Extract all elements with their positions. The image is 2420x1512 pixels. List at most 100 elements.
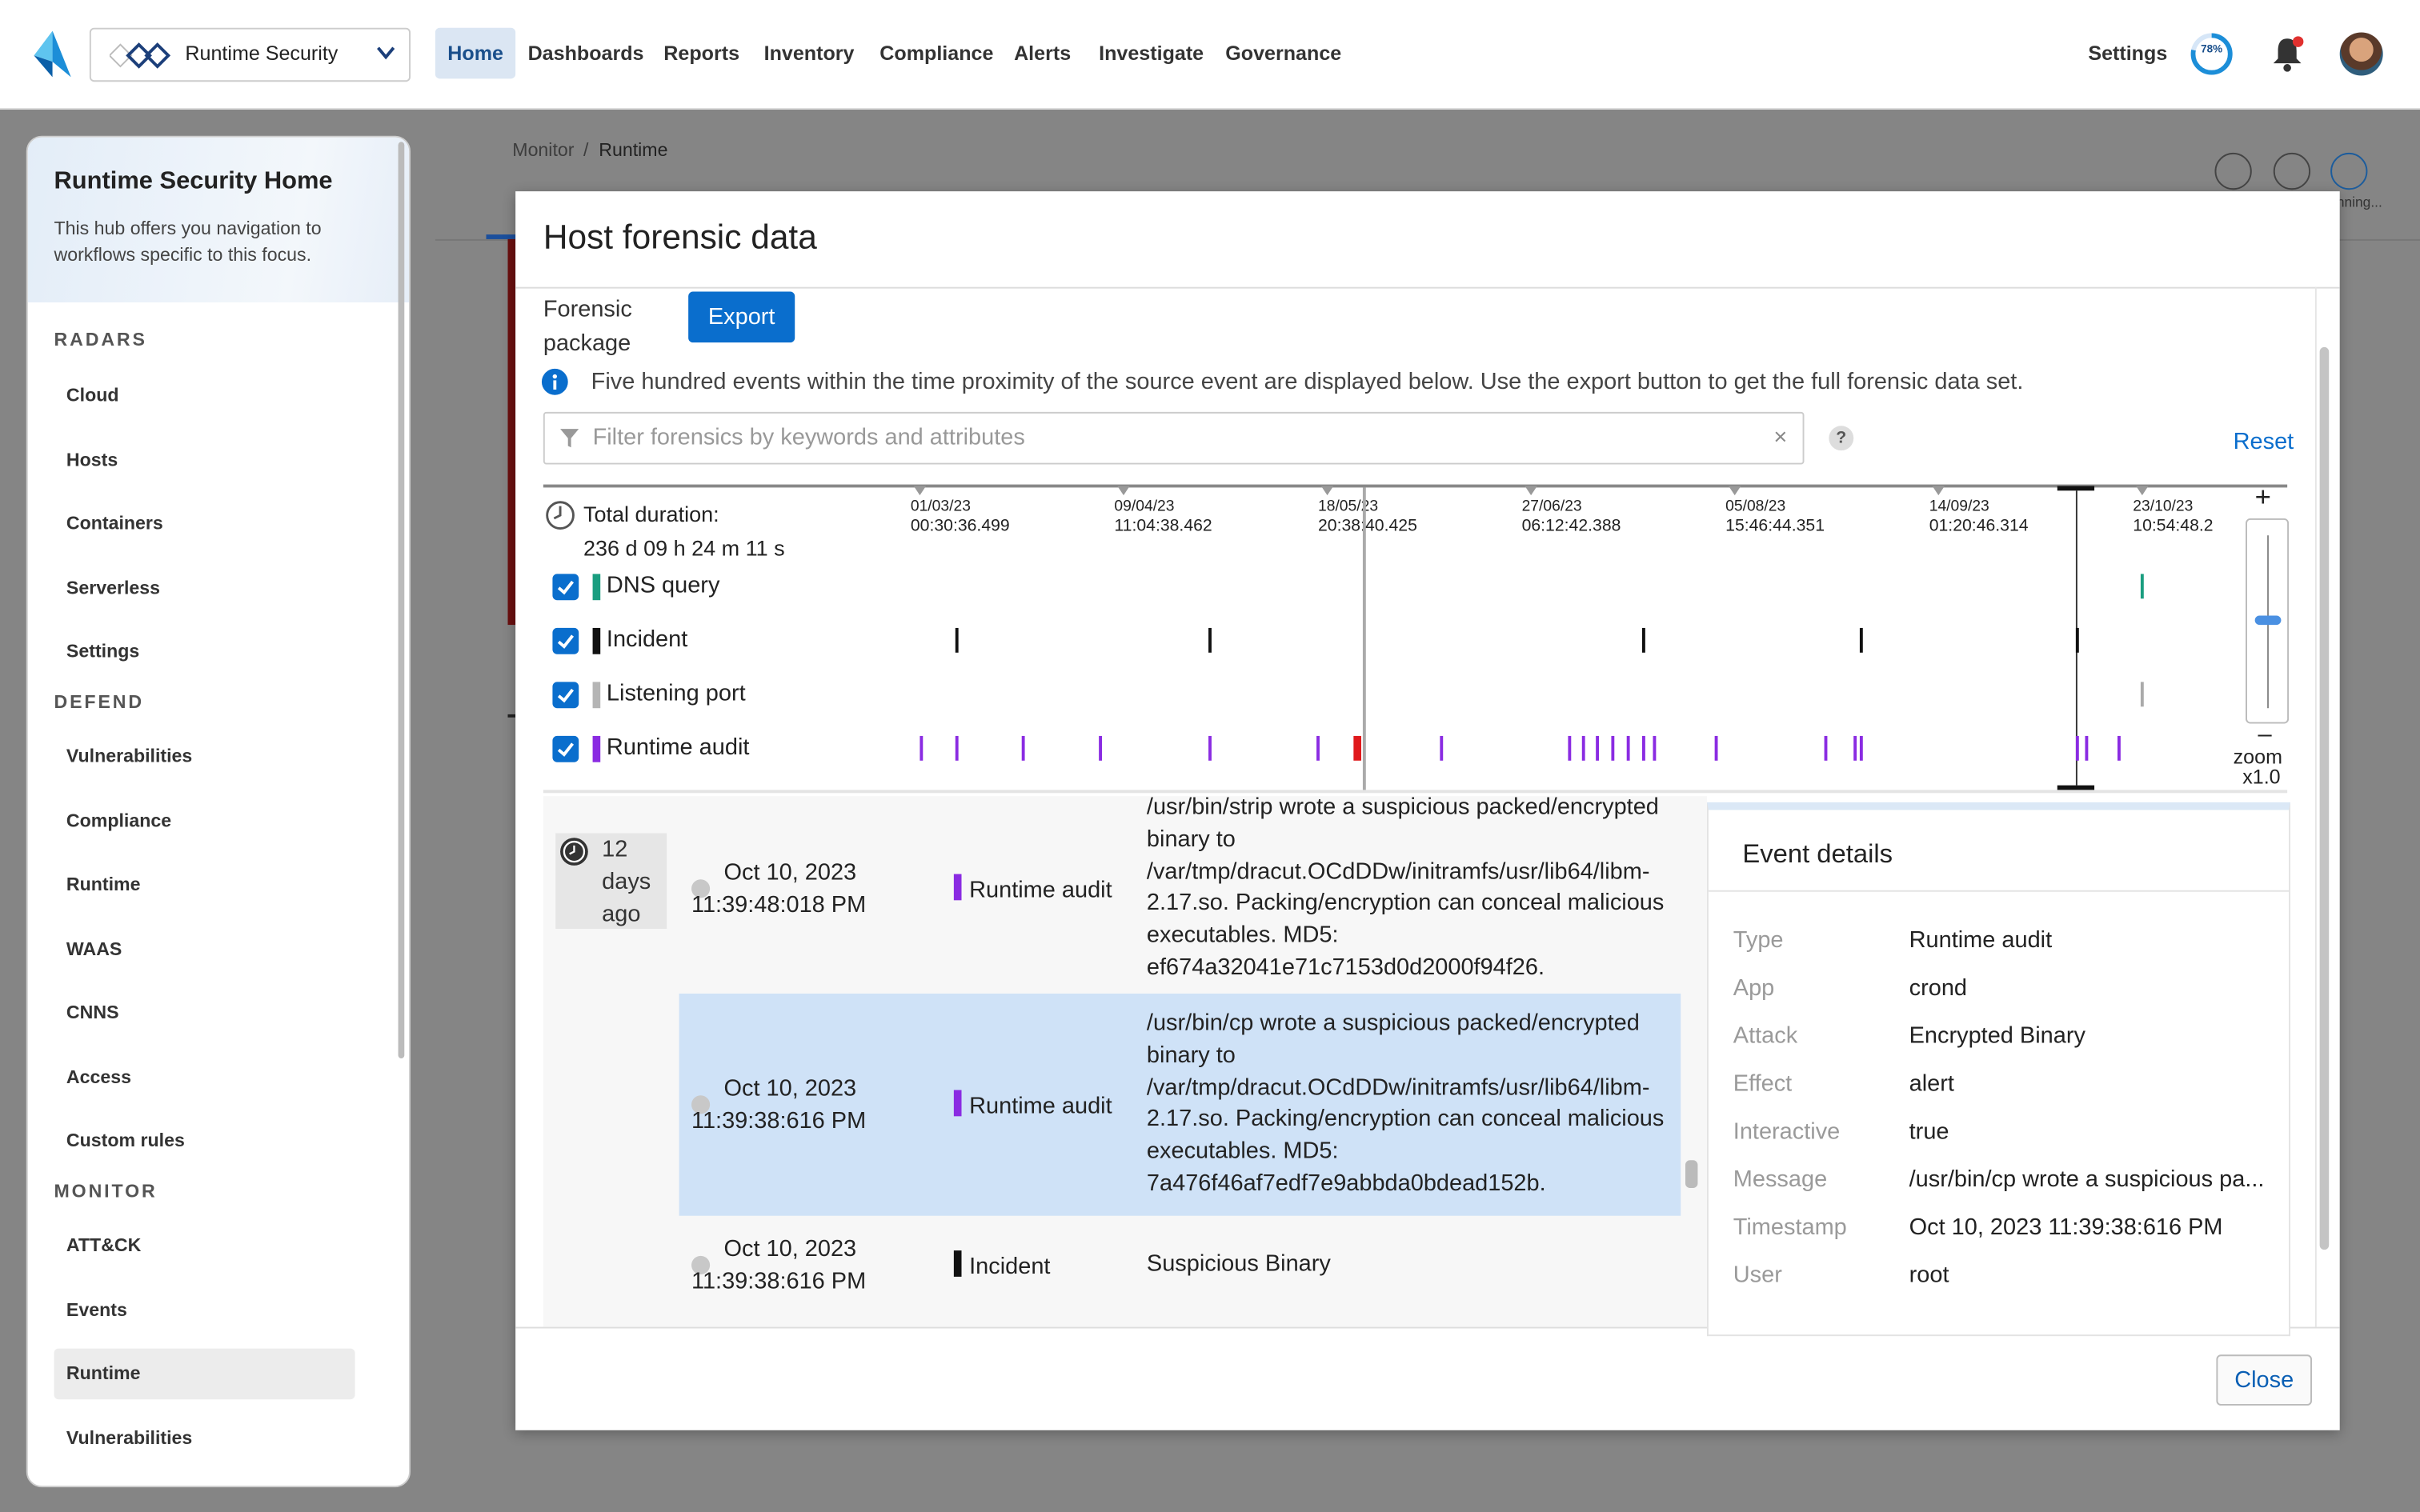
sidebar-item[interactable]: Settings [54,626,355,678]
dash-mark [507,714,515,718]
filter-icon [559,427,580,457]
type-checkbox[interactable] [552,574,579,600]
event-row[interactable]: Oct 10, 202311:39:48:018 PMRuntime audit… [679,796,1681,994]
package-label: Forensic package [543,293,651,361]
type-swatch [593,736,601,762]
timeline-event [1642,628,1645,653]
nav-item[interactable]: Alerts [1002,28,1084,79]
sidebar-item[interactable]: Access [54,1051,355,1102]
sidebar-item[interactable]: Cloud [54,370,355,422]
timeline-event [1099,736,1102,761]
event-date: Oct 10, 2023 [691,856,866,889]
group-count: 12 [602,836,627,862]
sidebar-description: This hub offers you navigation to workfl… [54,216,363,269]
event-date: Oct 10, 2023 [691,1072,866,1105]
avatar[interactable] [2340,32,2383,75]
page-icon[interactable] [2274,153,2310,190]
tick-pointer [2136,486,2148,495]
timeline-event [1582,736,1585,761]
tick-time: 11:04:38.462 [1114,517,1212,535]
cursor-line [1363,487,1365,790]
page-icon[interactable] [2214,153,2251,190]
timeline-top-line [543,485,2287,487]
sidebar-item[interactable]: Vulnerabilities [54,1413,355,1464]
event-row[interactable]: Oct 10, 202311:39:38:616 PM Runtime audit… [679,994,1681,1216]
sidebar-item[interactable]: Runtime [54,859,355,910]
nav-item[interactable]: Dashboards [515,28,656,79]
close-button[interactable]: Close [2216,1354,2312,1406]
nav-item[interactable]: Home [435,28,516,79]
filter-input[interactable]: Filter forensics by keywords and attribu… [543,412,1805,465]
event-time: Oct 10, 202311:39:38:616 PM [691,1233,866,1298]
event-time: Oct 10, 202311:39:38:616 PM [691,1072,866,1137]
sidebar-item[interactable]: Hosts [54,434,355,486]
nav-item[interactable]: Governance [1213,28,1354,79]
event-message: Suspicious Binary [1147,1249,1669,1281]
sidebar-item[interactable]: WAAS [54,923,355,974]
type-checkbox[interactable] [552,682,579,708]
event-details-panel: Event detailsTypeRuntime auditAppcrondAt… [1707,802,2290,1336]
type-checkbox[interactable] [552,736,579,762]
product-icon [110,42,181,77]
event-time: Oct 10, 202311:39:48:018 PM [691,856,866,921]
section-heading: DEFEND [54,691,144,713]
event-type-swatch [954,1250,962,1277]
nav-item[interactable]: Investigate [1087,28,1216,79]
sidebar-item[interactable]: Vulnerabilities [54,731,355,782]
tick-pointer [1321,486,1333,495]
tick-date: 05/08/23 [1725,498,1785,515]
tick-date: 18/05/23 [1318,498,1378,515]
type-name: Runtime audit [607,734,750,761]
breadcrumb-separator: / [583,139,588,161]
help-icon[interactable]: ? [1829,426,1853,450]
type-swatch [593,682,601,708]
nav-item[interactable]: Reports [651,28,752,79]
notifications[interactable] [2270,35,2304,80]
page-icon[interactable] [2330,153,2367,190]
event-type-name: Runtime audit [969,1093,1112,1119]
timeline-event [2076,736,2079,761]
timeline-event [1627,736,1630,761]
tick-time: 10:54:48.27 [2133,517,2213,535]
sidebar-item[interactable]: Events [54,1285,355,1336]
nav-item[interactable]: Inventory [751,28,867,79]
sidebar-item[interactable]: ATT&CK [54,1220,355,1271]
timeline-event [1440,736,1443,761]
nav-item[interactable]: Compliance [867,28,1006,79]
sidebar-item[interactable]: Serverless [54,562,355,614]
sidebar-item[interactable]: CNNS [54,987,355,1038]
sidebar-item[interactable]: Runtime [54,1349,355,1400]
timeline-event [1860,628,1863,653]
event-clock-time: 11:39:48:018 PM [691,889,866,922]
bell [2270,35,2304,72]
reset-link[interactable]: Reset [2234,429,2294,455]
type-swatch [593,574,601,600]
export-button[interactable]: Export [688,291,795,342]
type-checkbox[interactable] [552,628,579,654]
check [552,682,579,708]
timeline-event [2141,682,2144,706]
timeline-event [1853,736,1857,761]
modal-header-border [515,287,2340,289]
sidebar-item[interactable]: Custom rules [54,1115,355,1166]
chevron [375,42,397,63]
sidebar-item[interactable]: Compliance [54,795,355,846]
event-message: /usr/bin/strip wrote a suspicious packed… [1147,796,1669,985]
product-select[interactable]: Runtime Security [90,28,411,82]
settings-link[interactable]: Settings [2088,42,2167,65]
sidebar-item[interactable]: Containers [54,498,355,550]
check [552,628,579,654]
funnel [559,427,580,449]
detail-value: crond [1909,975,1967,1002]
clear-filter[interactable]: × [1773,424,1787,450]
logo [31,31,71,78]
list-scrollbar [1685,1160,1697,1188]
event-row[interactable]: Oct 10, 202311:39:38:616 PMIncidentSuspi… [679,1216,1681,1314]
zoom-slider[interactable] [2246,518,2289,723]
timeline-event [1022,736,1025,761]
zoom-in[interactable]: + [2255,482,2271,514]
timeline-event [956,628,959,653]
check [552,736,579,762]
